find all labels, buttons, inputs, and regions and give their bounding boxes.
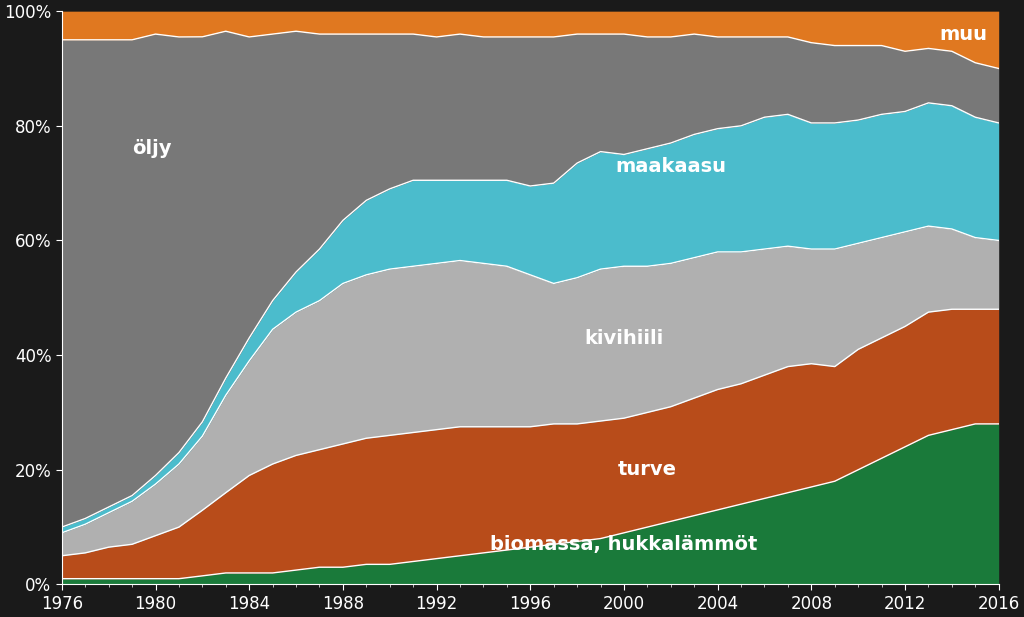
Text: muu: muu xyxy=(939,25,987,44)
Text: öljy: öljy xyxy=(132,139,172,159)
Text: kivihiili: kivihiili xyxy=(585,329,664,347)
Text: maakaasu: maakaasu xyxy=(615,157,726,176)
Text: biomassa, hukkalämmöt: biomassa, hukkalämmöt xyxy=(490,535,758,554)
Text: turve: turve xyxy=(617,460,677,479)
